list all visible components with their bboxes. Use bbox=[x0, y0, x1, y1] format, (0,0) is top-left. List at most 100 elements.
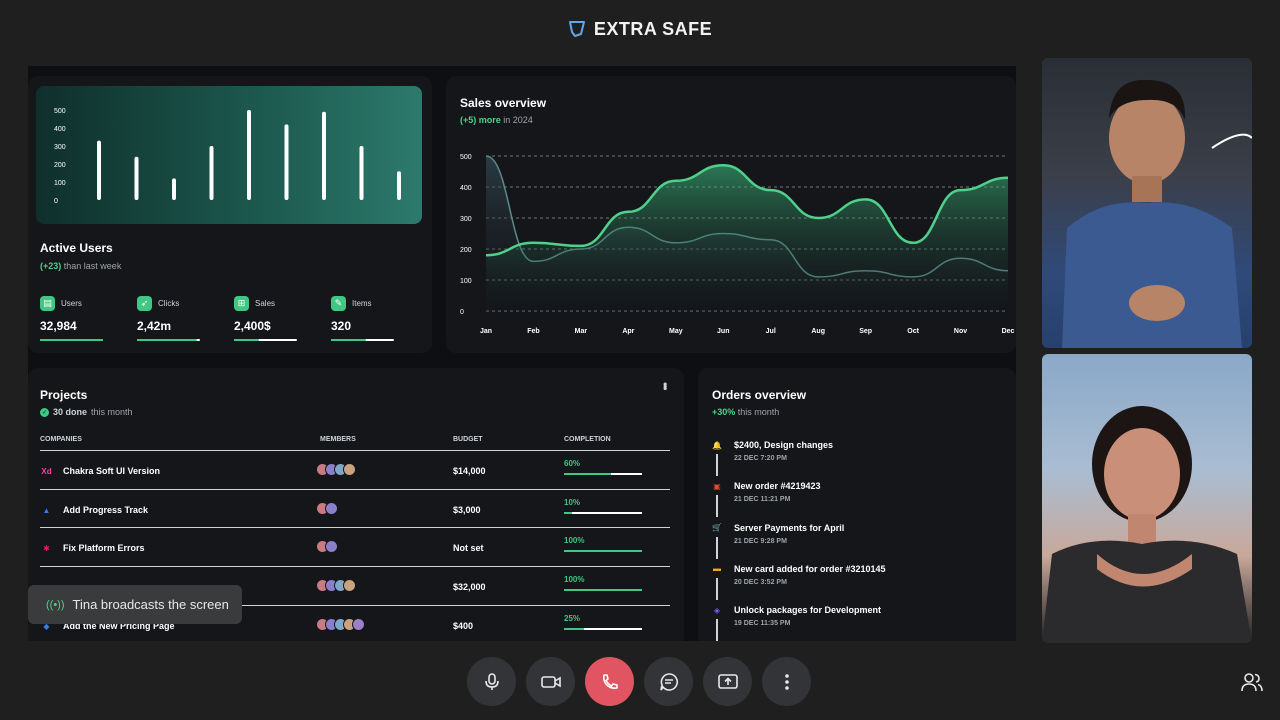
timeline-connector bbox=[716, 577, 718, 600]
avatar bbox=[352, 617, 365, 631]
completion-bar bbox=[564, 550, 642, 553]
active-users-title: Active Users bbox=[40, 241, 113, 255]
microphone-button[interactable] bbox=[467, 657, 516, 706]
participant-1-image bbox=[1062, 79, 1252, 348]
order-item[interactable]: 🛒 Server Payments for April 21 DEC 9:28 PM bbox=[712, 521, 1012, 562]
active-users-chart: 500 400 300 200 100 0 bbox=[36, 86, 422, 224]
camera-button[interactable] bbox=[526, 657, 575, 706]
share-screen-button[interactable] bbox=[703, 657, 752, 706]
stat-clicks: ➶ Clicks 2,42m bbox=[137, 296, 217, 341]
avatar bbox=[325, 501, 338, 515]
timeline-connector bbox=[716, 536, 718, 559]
y-tick-label: 0 bbox=[460, 309, 464, 316]
chat-button[interactable] bbox=[644, 657, 693, 706]
company-name: Add Progress Track bbox=[63, 504, 149, 515]
bar bbox=[172, 178, 176, 200]
completion-bar bbox=[564, 589, 642, 592]
timeline-connector bbox=[716, 454, 718, 476]
end-call-button[interactable] bbox=[585, 657, 634, 706]
order-item[interactable]: ▣ New order #4219423 21 DEC 11:21 PM bbox=[712, 479, 1012, 520]
company-logo-icon: ▲ bbox=[42, 505, 51, 515]
y-tick-label: 500 bbox=[54, 108, 66, 115]
participants-icon[interactable] bbox=[1240, 670, 1264, 694]
orders-overview-subtitle: +30% this month bbox=[712, 407, 780, 417]
order-title: $2400, Design changes bbox=[734, 440, 834, 450]
completion-value: 25% bbox=[564, 613, 581, 623]
order-title: New card added for order #3210145 bbox=[734, 563, 886, 574]
order-item[interactable]: ▬ New card added for order #3210145 20 DEC… bbox=[712, 562, 1012, 603]
series-area bbox=[486, 165, 1008, 311]
y-tick-label: 500 bbox=[460, 154, 472, 161]
company-logo-icon: ◆ bbox=[43, 621, 50, 631]
shared-screen: 500 400 300 200 100 0 Active Users (+23) than… bbox=[28, 66, 1016, 641]
projects-subtitle: ✓ 30 done this month bbox=[40, 407, 133, 417]
y-tick-label: 400 bbox=[54, 126, 66, 133]
series-line bbox=[485, 164, 1009, 257]
stat-users: ▤ Users 32,984 bbox=[40, 296, 120, 341]
sales-area-chart: 500 400 300 200 100 0 Jan Feb Mar Apr May Jun Jul Aug… bbox=[460, 154, 1015, 335]
y-tick-label: 300 bbox=[54, 144, 66, 151]
stat-sales: ⊞ Sales 2,400$ bbox=[234, 296, 314, 341]
order-date: 22 DEC 7:20 PM bbox=[734, 455, 787, 462]
members-avatars bbox=[316, 540, 338, 554]
y-tick-label: 100 bbox=[460, 278, 472, 285]
order-date: 20 DEC 3:52 PM bbox=[734, 578, 787, 586]
participant-2-image bbox=[1042, 406, 1252, 643]
timeline-connector bbox=[716, 495, 718, 518]
table-row[interactable]: ▲ Add Progress Track $3,000 10% bbox=[40, 488, 670, 528]
x-tick-label: Nov bbox=[954, 328, 967, 335]
table-row[interactable]: Xd Chakra Soft UI Version $14,000 60% bbox=[40, 450, 670, 489]
projects-card: Projects ✓ 30 done this month ••• COMPANI… bbox=[28, 368, 684, 641]
order-title: New order #4219423 bbox=[734, 481, 821, 492]
order-item[interactable]: ◈ Unlock packages for Development 19 DEC 1… bbox=[712, 603, 1012, 641]
x-tick-label: Aug bbox=[811, 328, 825, 335]
x-tick-label: May bbox=[669, 328, 683, 335]
table-row[interactable]: ◆ Add the New Pricing Page $400 25% bbox=[40, 604, 670, 641]
broadcast-toast-text: Tina broadcasts the screen bbox=[72, 597, 229, 612]
order-item[interactable]: 🔔 $2400, Design changes 22 DEC 7:20 PM bbox=[712, 438, 1012, 479]
chat-icon bbox=[659, 672, 678, 691]
company-name: Fix Platform Errors bbox=[63, 543, 145, 554]
participant-video-2[interactable] bbox=[1042, 354, 1252, 643]
brand-name: EXTRA SAFE bbox=[593, 18, 713, 39]
company-logo-icon: ✱ bbox=[43, 544, 50, 554]
rocket-icon: ➶ bbox=[137, 296, 152, 311]
y-tick-label: 100 bbox=[54, 180, 66, 187]
header-budget: BUDGET bbox=[453, 436, 483, 443]
cart-icon: 🛒 bbox=[712, 523, 722, 533]
avatar bbox=[343, 579, 356, 593]
budget-value: $400 bbox=[453, 620, 474, 631]
more-button[interactable] bbox=[762, 657, 811, 706]
more-options-icon[interactable]: ••• bbox=[658, 382, 672, 389]
sales-overview-card: Sales overview (+5) more in 2024 500 400 3… bbox=[446, 76, 1016, 353]
cart-icon: ⊞ bbox=[234, 296, 249, 311]
call-controls bbox=[467, 657, 811, 706]
x-tick-label: Jul bbox=[766, 328, 776, 335]
completion-value: 10% bbox=[564, 497, 581, 507]
x-tick-label: Oct bbox=[907, 328, 919, 335]
participant-video-1[interactable] bbox=[1042, 58, 1252, 348]
bar bbox=[97, 140, 101, 200]
members-avatars bbox=[316, 617, 365, 631]
company-name: Add the New Pricing Page bbox=[63, 620, 175, 631]
broadcast-toast: ((•)) Tina broadcasts the screen bbox=[28, 585, 242, 624]
budget-value: Not set bbox=[453, 543, 484, 554]
timeline-connector bbox=[716, 619, 718, 641]
bar bbox=[247, 110, 251, 200]
order-date: 19 DEC 11:35 PM bbox=[734, 620, 791, 628]
members-avatars bbox=[316, 463, 356, 476]
microphone-icon bbox=[484, 672, 499, 690]
shield-logo-icon bbox=[568, 21, 585, 37]
table-row[interactable]: ✱ Fix Platform Errors Not set 100% bbox=[40, 527, 670, 566]
header-companies: COMPANIES bbox=[40, 436, 82, 443]
x-tick-label: Mar bbox=[575, 328, 588, 335]
top-bar: EXTRA SAFE bbox=[0, 0, 1280, 58]
order-date: 21 DEC 9:28 PM bbox=[734, 537, 787, 545]
broadcast-icon: ((•)) bbox=[46, 598, 65, 611]
company-name: Chakra Soft UI Version bbox=[63, 466, 161, 476]
y-tick-label: 400 bbox=[460, 185, 472, 192]
avatar bbox=[343, 463, 356, 476]
sales-overview-subtitle: (+5) more in 2024 bbox=[460, 115, 533, 125]
budget-value: $32,000 bbox=[453, 582, 486, 593]
